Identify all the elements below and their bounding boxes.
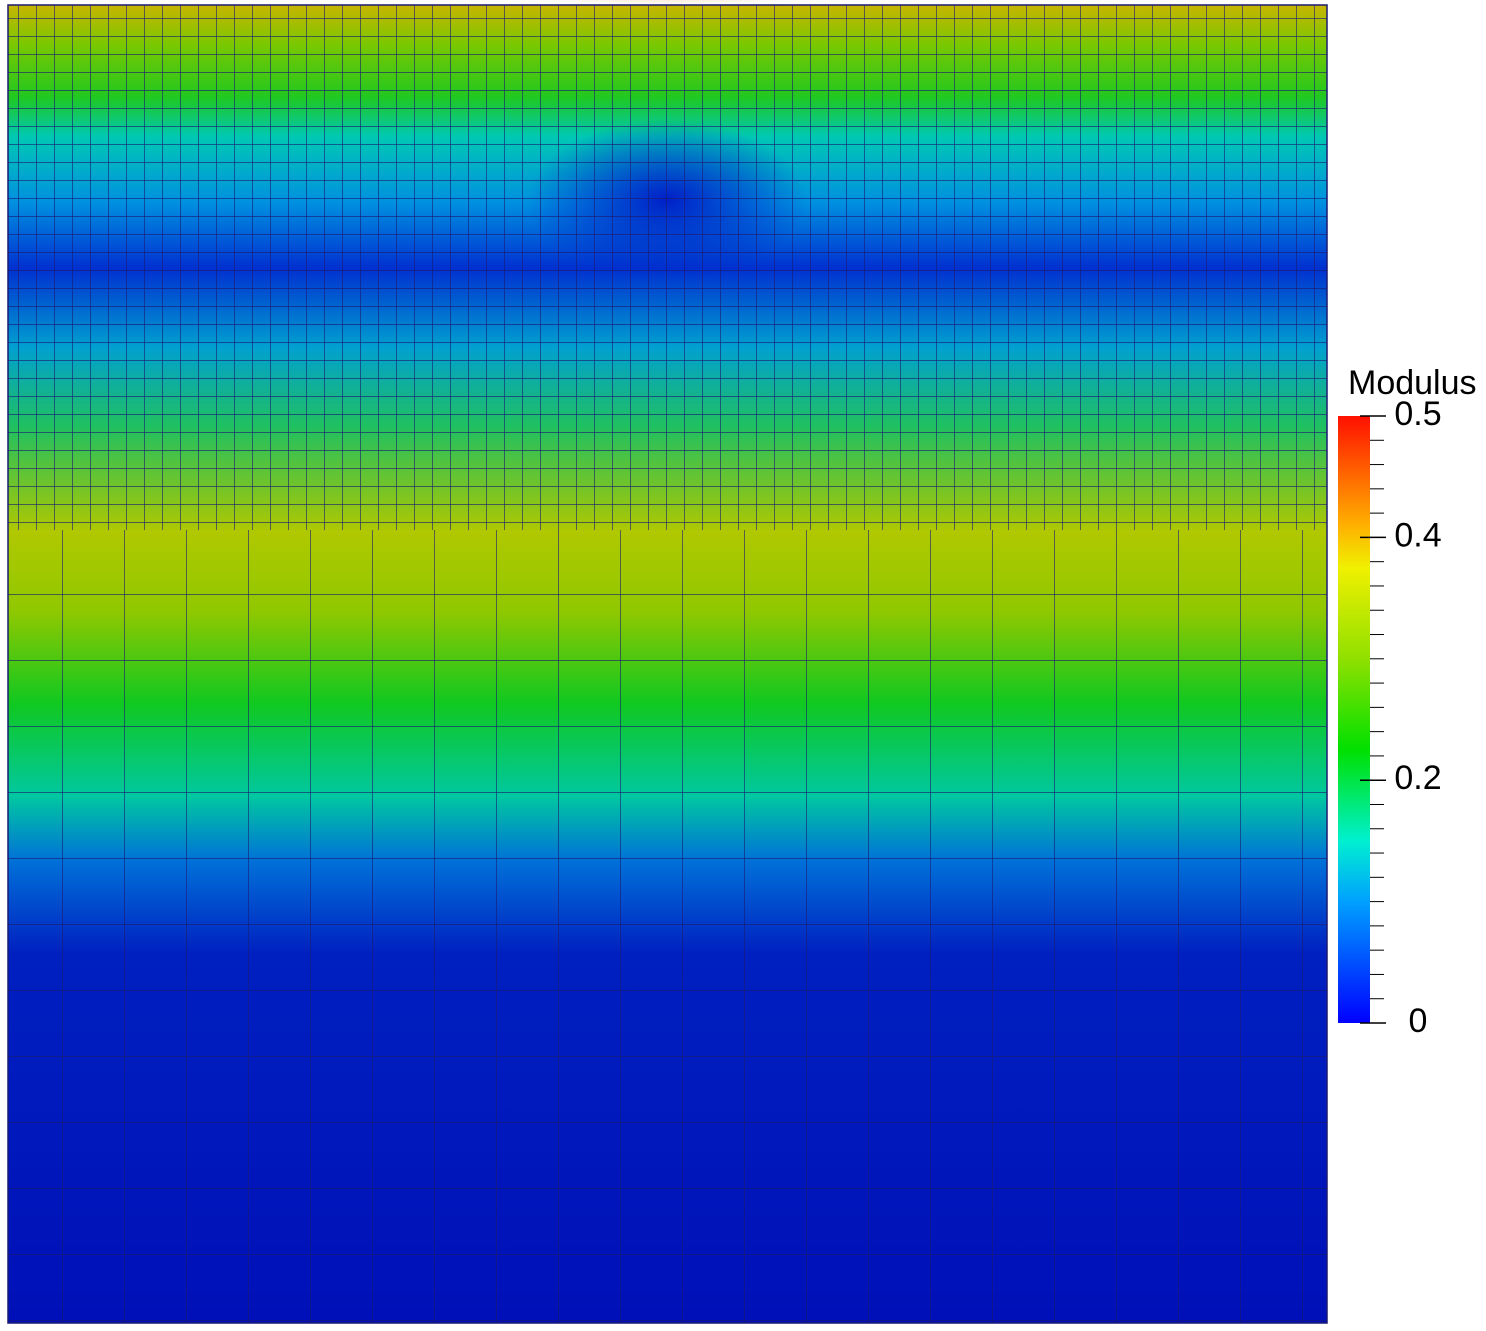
colorbar-tick-label: 0.4 <box>1394 516 1441 554</box>
colorbar-tick-label: 0.5 <box>1394 395 1441 433</box>
colorbar <box>1338 416 1370 1023</box>
colorbar-tick-label: 0.2 <box>1394 759 1441 797</box>
mesh-field <box>7 0 1328 1324</box>
colorbar-title: Modulus <box>1348 364 1477 402</box>
colorbar-tick-label: 0 <box>1409 1002 1428 1040</box>
